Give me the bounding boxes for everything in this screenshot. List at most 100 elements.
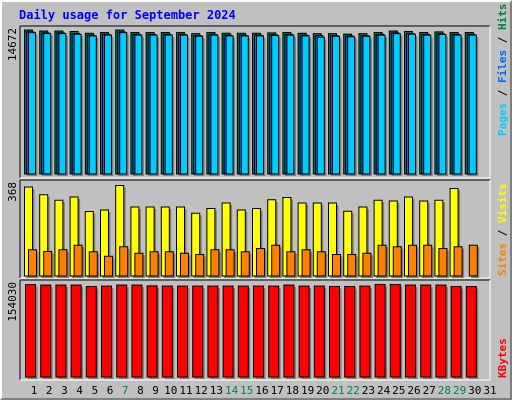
bar-sites-day-16 (256, 248, 265, 277)
bar-sites-day-23 (362, 252, 372, 277)
x-tick-label-day-20: 20 (316, 384, 329, 397)
bar-kbytes-day-11 (177, 285, 188, 378)
bar-sites-day-6 (104, 255, 113, 277)
bar-sites-day-3 (58, 249, 68, 277)
bar-kbytes-day-18 (283, 284, 295, 378)
bar-pages-day-16 (256, 35, 264, 175)
legend-pages-files-hits-part-4: / (496, 30, 509, 50)
x-tick-label-day-31: 31 (483, 384, 496, 397)
bar-pages-day-15 (240, 35, 249, 175)
bar-kbytes-day-15 (237, 285, 249, 378)
bar-pages-day-2 (43, 33, 52, 175)
bar-sites-day-29 (453, 246, 463, 277)
bar-kbytes-day-6 (101, 285, 112, 378)
x-tick-label-day-19: 19 (301, 384, 314, 397)
y-tick-label-3: 154030 (6, 282, 19, 322)
bar-kbytes-day-9 (146, 285, 158, 378)
bar-kbytes-day-5 (85, 285, 97, 378)
bar-sites-day-21 (332, 254, 341, 277)
bar-pages-day-22 (347, 36, 356, 175)
bar-pages-day-11 (180, 34, 188, 175)
bar-pages-day-26 (408, 33, 416, 175)
x-tick-label-day-26: 26 (407, 384, 420, 397)
x-tick-label-day-23: 23 (362, 384, 375, 397)
x-tick-label-day-7: 7 (122, 384, 129, 397)
bar-kbytes-day-14 (222, 285, 234, 378)
legend-pages-files-hits-part-1: Pages (496, 103, 509, 136)
x-tick-label-day-2: 2 (46, 384, 53, 397)
bar-kbytes-day-19 (298, 285, 310, 378)
bar-kbytes-day-25 (389, 283, 401, 378)
bar-kbytes-day-4 (70, 284, 82, 378)
bar-pages-day-17 (271, 35, 280, 175)
bar-sites-day-24 (377, 244, 387, 277)
bar-pages-day-23 (362, 35, 371, 175)
bar-sites-day-25 (392, 246, 402, 277)
bar-sites-day-22 (347, 254, 357, 277)
x-tick-label-day-29: 29 (453, 384, 466, 397)
bar-sites-day-8 (134, 252, 144, 277)
x-tick-label-day-6: 6 (107, 384, 114, 397)
bar-sites-day-17 (271, 244, 281, 277)
y-tick-label-2: 368 (6, 182, 19, 202)
bar-pages-day-14 (225, 35, 234, 175)
x-tick-label-day-27: 27 (423, 384, 436, 397)
bar-sites-day-13 (210, 249, 220, 277)
bar-pages-day-19 (301, 35, 310, 175)
bar-sites-day-26 (408, 244, 417, 277)
bar-sites-day-4 (73, 244, 83, 277)
x-tick-label-day-12: 12 (195, 384, 208, 397)
x-tick-label-day-10: 10 (164, 384, 177, 397)
x-tick-label-day-28: 28 (438, 384, 451, 397)
bar-sites-day-18 (286, 251, 296, 277)
x-tick-label-day-25: 25 (392, 384, 405, 397)
legend-pages-files-hits: Pages / Files / Hits (496, 4, 509, 137)
bar-kbytes-day-30 (465, 285, 477, 378)
x-tick-label-day-21: 21 (331, 384, 344, 397)
bar-sites-day-7 (119, 246, 129, 277)
bar-pages-day-1 (28, 32, 36, 175)
bar-kbytes-day-16 (253, 285, 264, 378)
bar-sites-day-20 (316, 251, 326, 277)
bar-kbytes-day-8 (131, 284, 143, 378)
bar-pages-day-10 (164, 34, 173, 175)
x-tick-label-day-18: 18 (286, 384, 299, 397)
legend-sites-visits-part-1: Sites (496, 243, 509, 276)
bar-pages-day-25 (392, 33, 401, 175)
bar-kbytes-day-10 (161, 285, 173, 378)
bar-pages-day-24 (377, 34, 386, 175)
x-tick-label-day-14: 14 (225, 384, 239, 397)
x-tick-label-day-17: 17 (271, 384, 284, 397)
bar-kbytes-day-17 (268, 285, 280, 378)
bar-sites-day-30 (468, 244, 478, 277)
x-tick-label-day-24: 24 (377, 384, 391, 397)
x-tick-label-day-16: 16 (255, 384, 268, 397)
bar-sites-day-15 (240, 251, 250, 277)
bar-sites-day-10 (164, 251, 174, 277)
legend-pages-files-hits-part-3: Files (496, 50, 509, 83)
x-tick-label-day-9: 9 (152, 384, 159, 397)
x-tick-label-day-30: 30 (468, 384, 481, 397)
bar-kbytes-day-27 (420, 284, 432, 378)
bar-kbytes-day-20 (313, 285, 325, 378)
bar-sites-day-11 (180, 252, 189, 277)
legend-kbytes: KBytes (496, 338, 509, 378)
bar-sites-day-14 (225, 249, 235, 277)
legend-pages-files-hits-part-2: / (496, 83, 509, 103)
bar-pages-day-20 (316, 36, 325, 175)
bar-pages-day-21 (332, 35, 340, 175)
x-tick-label-day-11: 11 (179, 384, 192, 397)
bar-pages-day-29 (453, 34, 462, 175)
bar-pages-day-18 (286, 34, 295, 175)
bar-kbytes-day-13 (207, 285, 219, 378)
bar-pages-day-8 (134, 34, 143, 175)
bar-sites-day-5 (88, 251, 98, 277)
bar-pages-day-12 (195, 35, 204, 175)
bar-kbytes-day-28 (435, 284, 447, 378)
bar-kbytes-day-1 (25, 284, 36, 378)
bar-pages-day-13 (210, 34, 219, 175)
chart-title: Daily usage for September 2024 (19, 8, 236, 22)
bar-sites-day-28 (438, 248, 448, 277)
